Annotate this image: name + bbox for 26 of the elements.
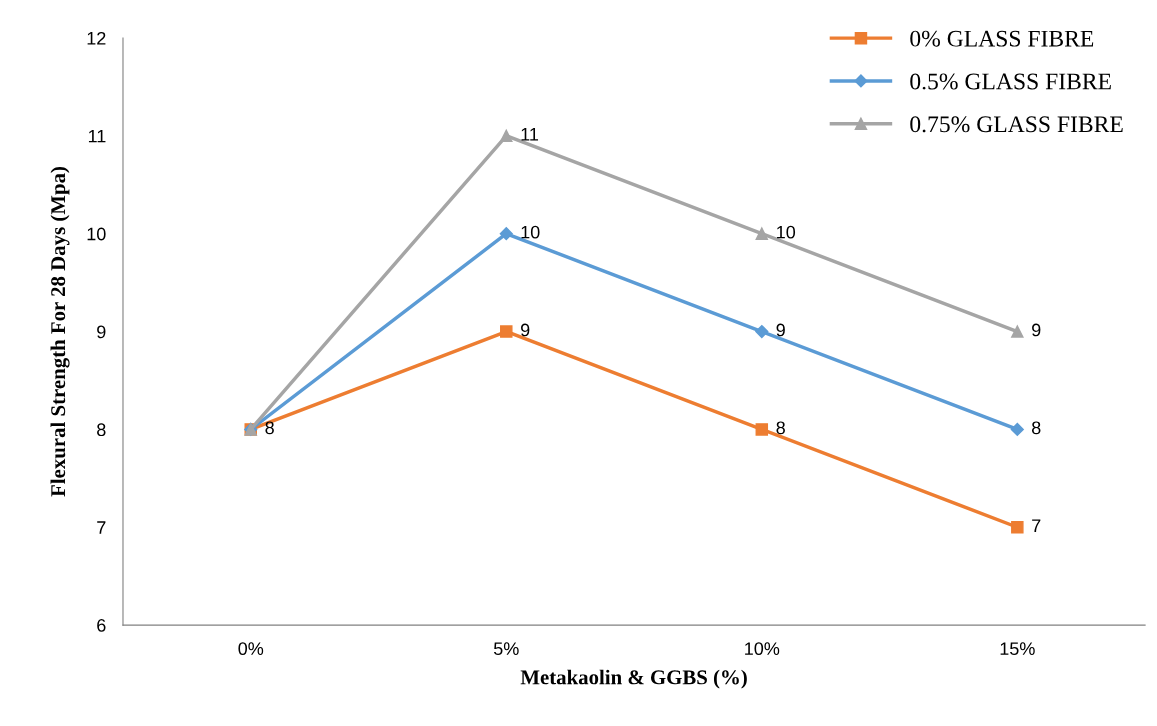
x-tick-label: 5%	[493, 642, 519, 656]
y-tick-label: 12	[87, 31, 106, 45]
data-label: 8	[265, 421, 274, 435]
y-tick-label: 8	[97, 423, 106, 437]
legend-label: 0.75% GLASS FIBRE	[910, 116, 1123, 133]
x-tick-label: 15%	[1000, 642, 1035, 656]
data-label: 9	[776, 323, 785, 337]
data-label: 9	[521, 323, 530, 337]
data-label: 11	[521, 128, 539, 141]
x-axis-title: Metakaolin & GGBS (%)	[520, 669, 747, 689]
x-tick-label: 0%	[238, 642, 264, 656]
data-label: 9	[1032, 323, 1041, 337]
y-axis-title: Flexural Strength For 28 Days (Mpa)	[50, 167, 70, 497]
legend-label: 0% GLASS FIBRE	[910, 30, 1094, 47]
data-label: 8	[1031, 421, 1041, 435]
data-label: 8	[776, 421, 785, 435]
y-tick-label: 11	[88, 129, 106, 143]
y-tick-label: 7	[97, 521, 106, 534]
data-label: 7	[1032, 519, 1041, 532]
x-tick-label: 10%	[745, 642, 780, 656]
legend-label: 0.5% GLASS FIBRE	[910, 73, 1111, 90]
y-tick-label: 10	[87, 227, 106, 241]
y-tick-label: 9	[97, 325, 106, 339]
data-label: 10	[521, 225, 540, 239]
y-tick-label: 6	[97, 619, 106, 632]
data-label: 10	[777, 225, 796, 239]
